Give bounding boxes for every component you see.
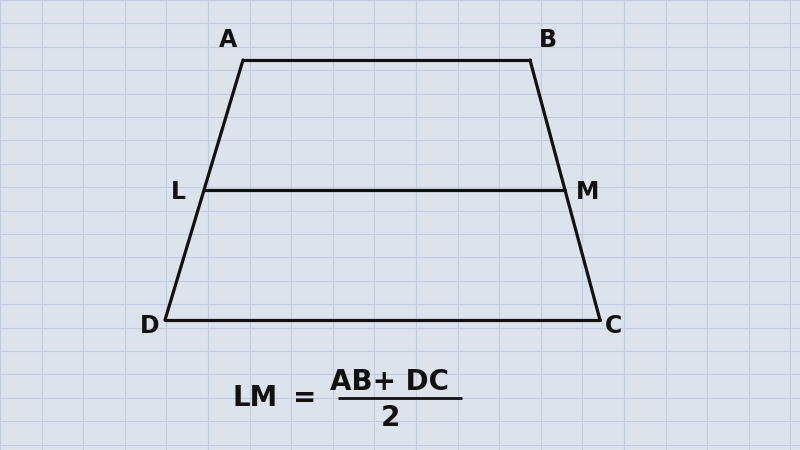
Text: L: L (170, 180, 186, 204)
Text: 2: 2 (380, 404, 400, 432)
Text: =: = (294, 384, 317, 412)
Text: LM: LM (232, 384, 278, 412)
Text: B: B (539, 28, 557, 52)
Text: D: D (140, 314, 160, 338)
Text: M: M (576, 180, 600, 204)
Text: C: C (606, 314, 622, 338)
Text: A: A (219, 28, 237, 52)
Text: AB+ DC: AB+ DC (330, 368, 450, 396)
